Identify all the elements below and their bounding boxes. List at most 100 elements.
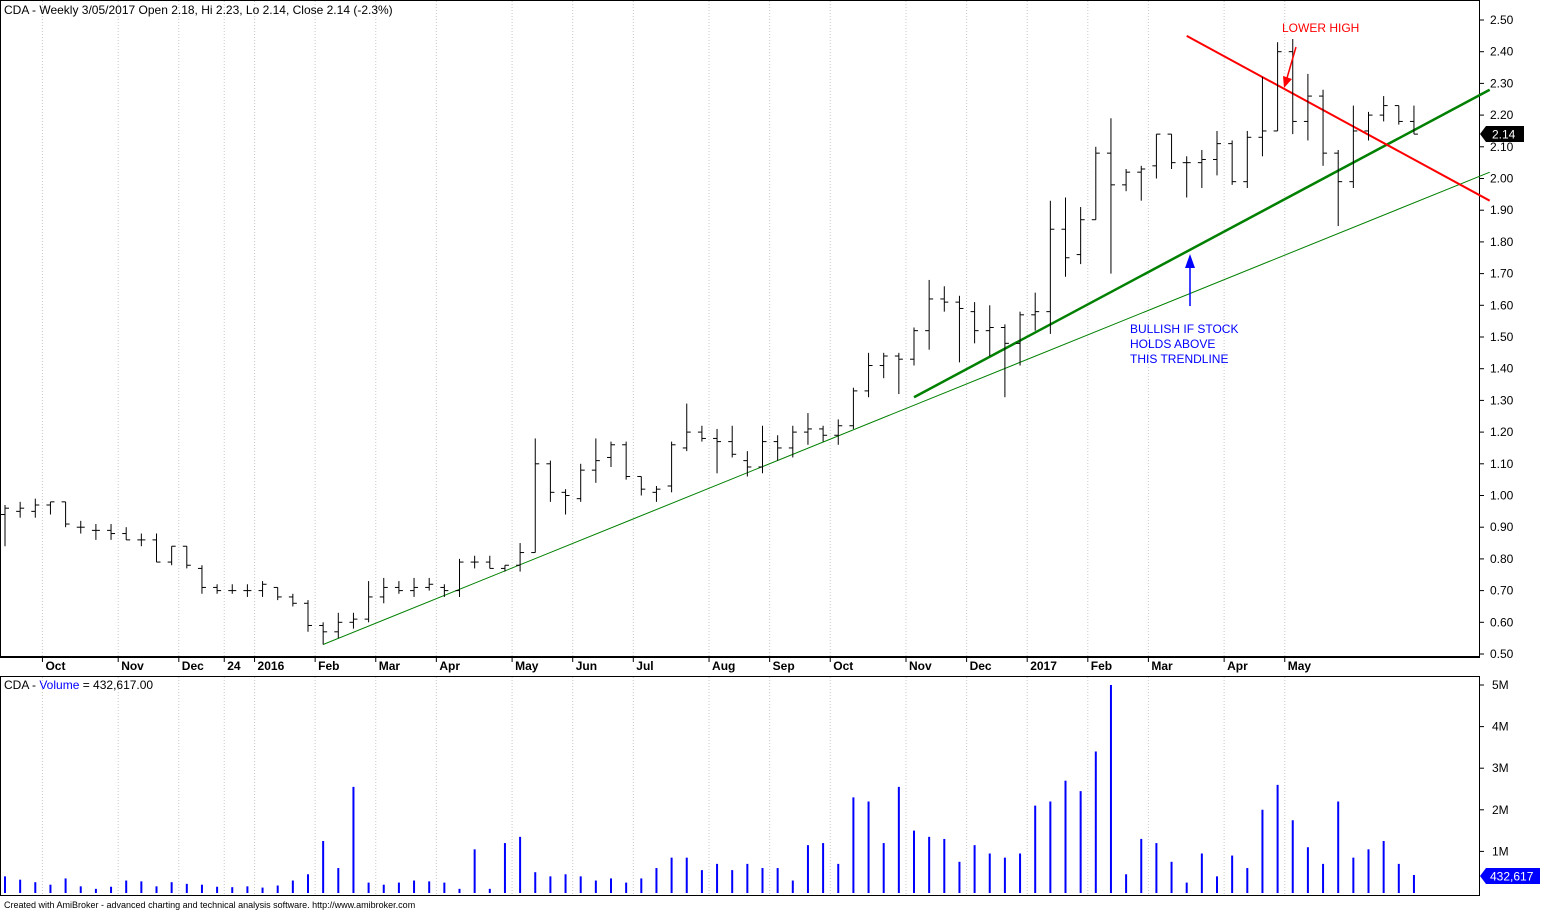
price-tick-label: 2.40 xyxy=(1490,45,1514,59)
last-volume-badge: 432,617 xyxy=(1480,868,1540,884)
grid-layer xyxy=(41,1,1286,895)
price-tick-label: 1.70 xyxy=(1490,267,1514,281)
trendline-arrow xyxy=(1185,254,1195,306)
ohlc-bar xyxy=(1137,165,1146,201)
ohlc-bar xyxy=(1152,133,1161,179)
ohlc-bar xyxy=(1273,42,1282,132)
support-trendline xyxy=(913,88,1491,399)
ohlc-bar xyxy=(652,485,661,502)
support-trendline xyxy=(322,171,1490,645)
last-price-label: 2.14 xyxy=(1492,128,1516,142)
x-tick-label: Nov xyxy=(909,659,932,673)
price-tick-label: 1.80 xyxy=(1490,235,1514,249)
ohlc-bar xyxy=(334,612,343,639)
ohlc-bar xyxy=(940,286,949,312)
ohlc-bar xyxy=(1031,292,1040,331)
volume-tick-label: 3M xyxy=(1492,761,1509,775)
ohlc-bar xyxy=(1303,73,1312,141)
volume-title-word: Volume xyxy=(39,678,79,692)
ohlc-bar xyxy=(1091,146,1100,221)
x-tick-label: Aug xyxy=(712,659,735,673)
x-tick-label: Oct xyxy=(833,659,853,673)
ohlc-bar xyxy=(16,501,25,518)
ohlc-bar xyxy=(228,584,237,594)
ohlc-bar xyxy=(1076,207,1085,265)
x-tick-label: Feb xyxy=(318,659,339,673)
price-tick-label: 0.80 xyxy=(1490,552,1514,566)
ohlc-bar xyxy=(713,428,722,474)
ohlc-bar xyxy=(61,501,70,528)
ohlc-bar xyxy=(137,533,146,547)
price-tick-label: 2.50 xyxy=(1490,13,1514,27)
price-tick-label: 1.00 xyxy=(1490,489,1514,503)
price-panel-title: CDA - Weekly 3/05/2017 Open 2.18, Hi 2.2… xyxy=(4,3,393,17)
price-tick-label: 2.20 xyxy=(1490,108,1514,122)
ohlc-bar xyxy=(667,441,676,493)
price-tick-label: 0.70 xyxy=(1490,584,1514,598)
x-tick-label: Dec xyxy=(970,659,992,673)
ohlc-bar xyxy=(622,441,631,480)
ohlc-bar xyxy=(288,593,297,607)
ohlc-bar xyxy=(1061,197,1070,277)
ohlc-bar xyxy=(1106,118,1115,274)
x-tick-label: May xyxy=(515,659,539,673)
ohlc-bar xyxy=(1243,130,1252,189)
ohlc-bar xyxy=(1000,324,1009,398)
ohlc-bar xyxy=(1046,200,1055,334)
ohlc-bar xyxy=(879,352,888,379)
price-tick-label: 1.30 xyxy=(1490,393,1514,407)
ohlc-bar xyxy=(788,425,797,458)
volume-tick-label: 1M xyxy=(1492,844,1509,858)
volume-bars xyxy=(4,685,1415,893)
ohlc-bar xyxy=(728,425,737,458)
x-tick-label: Oct xyxy=(45,659,65,673)
x-tick-label: Feb xyxy=(1091,659,1112,673)
price-tick-label: 1.10 xyxy=(1490,457,1514,471)
ohlc-bar xyxy=(773,435,782,461)
ohlc-bar xyxy=(425,577,434,591)
ohlc-bar xyxy=(894,352,903,395)
price-tick-label: 1.20 xyxy=(1490,425,1514,439)
ohlc-bar xyxy=(910,327,918,366)
volume-tick-label: 4M xyxy=(1492,720,1509,734)
price-bars xyxy=(1,39,1418,645)
ohlc-bar xyxy=(182,545,191,569)
ohlc-bar xyxy=(167,545,176,566)
price-tick-label: 1.40 xyxy=(1490,362,1514,376)
price-tick-label: 2.30 xyxy=(1490,76,1514,90)
ohlc-bar xyxy=(46,501,55,515)
last-volume-label: 432,617 xyxy=(1490,870,1534,884)
ohlc-bar xyxy=(1197,149,1206,189)
x-tick-label: Jun xyxy=(576,659,597,673)
ohlc-bar xyxy=(1364,111,1373,141)
ohlc-bar xyxy=(864,352,873,398)
ohlc-bar xyxy=(970,302,979,344)
x-tick-label: Mar xyxy=(379,659,401,673)
ohlc-bar xyxy=(319,622,328,645)
ohlc-bar xyxy=(122,527,131,541)
x-tick-label: Apr xyxy=(1227,659,1248,673)
ohlc-bar xyxy=(803,413,812,445)
ohlc-bar xyxy=(925,279,934,350)
ohlc-bar xyxy=(516,543,525,572)
volume-axis: 5M 4M 3M 2M 1M xyxy=(1480,678,1509,858)
ohlc-bar xyxy=(379,577,388,604)
x-tick-label: 2016 xyxy=(258,659,285,673)
lower-high-annotation: LOWER HIGH xyxy=(1282,21,1359,35)
x-tick-label: Dec xyxy=(182,659,204,673)
volume-panel-frame xyxy=(0,676,1480,896)
ohlc-bar xyxy=(1122,168,1131,192)
ohlc-bar xyxy=(1319,89,1328,166)
price-tick-label: 1.50 xyxy=(1490,330,1514,344)
x-tick-label: May xyxy=(1288,659,1312,673)
ohlc-bar xyxy=(985,305,994,357)
ohlc-bar xyxy=(1228,140,1237,185)
ohlc-bar xyxy=(682,403,691,452)
price-panel-frame xyxy=(0,0,1480,657)
ohlc-bar xyxy=(1167,133,1176,169)
ohlc-bar xyxy=(1258,77,1267,157)
ohlc-bar xyxy=(849,387,858,429)
ohlc-bar xyxy=(1016,311,1025,366)
ohlc-bar xyxy=(1379,96,1388,122)
